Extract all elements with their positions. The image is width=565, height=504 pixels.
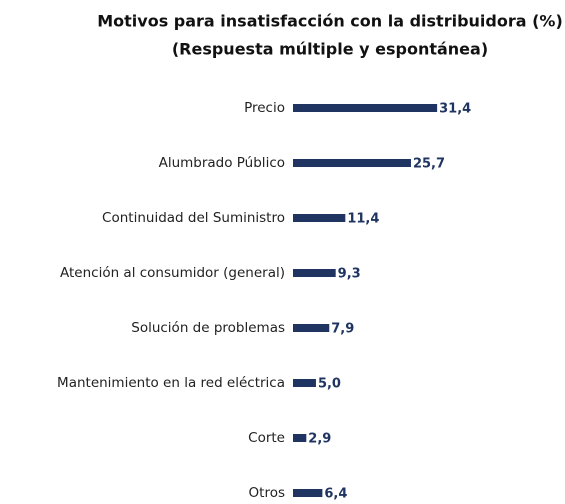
bar <box>293 104 438 112</box>
category-label: Alumbrado Público <box>159 155 285 171</box>
value-label: 9,3 <box>338 267 361 282</box>
bar <box>293 489 323 497</box>
chart-title: Motivos para insatisfacción con la distr… <box>97 12 563 31</box>
value-label: 6,4 <box>324 487 347 502</box>
value-label: 7,9 <box>331 322 354 337</box>
category-label: Corte <box>248 430 285 446</box>
category-label: Continuidad del Suministro <box>102 210 285 226</box>
category-label: Atención al consumidor (general) <box>60 265 285 281</box>
bar <box>293 434 307 442</box>
value-label: 31,4 <box>439 102 471 117</box>
value-label: 11,4 <box>347 212 379 227</box>
value-label: 25,7 <box>413 157 445 172</box>
bar <box>293 159 411 167</box>
bar <box>293 379 316 387</box>
category-label: Solución de problemas <box>131 320 285 336</box>
category-label: Otros <box>249 485 285 501</box>
bar <box>293 324 330 332</box>
bar <box>293 269 336 277</box>
bar <box>293 214 346 222</box>
chart-subtitle: (Respuesta múltiple y espontánea) <box>172 40 488 59</box>
value-label: 2,9 <box>308 432 331 447</box>
category-label: Mantenimiento en la red eléctrica <box>57 375 285 391</box>
category-label: Precio <box>244 100 285 116</box>
value-label: 5,0 <box>318 377 341 392</box>
